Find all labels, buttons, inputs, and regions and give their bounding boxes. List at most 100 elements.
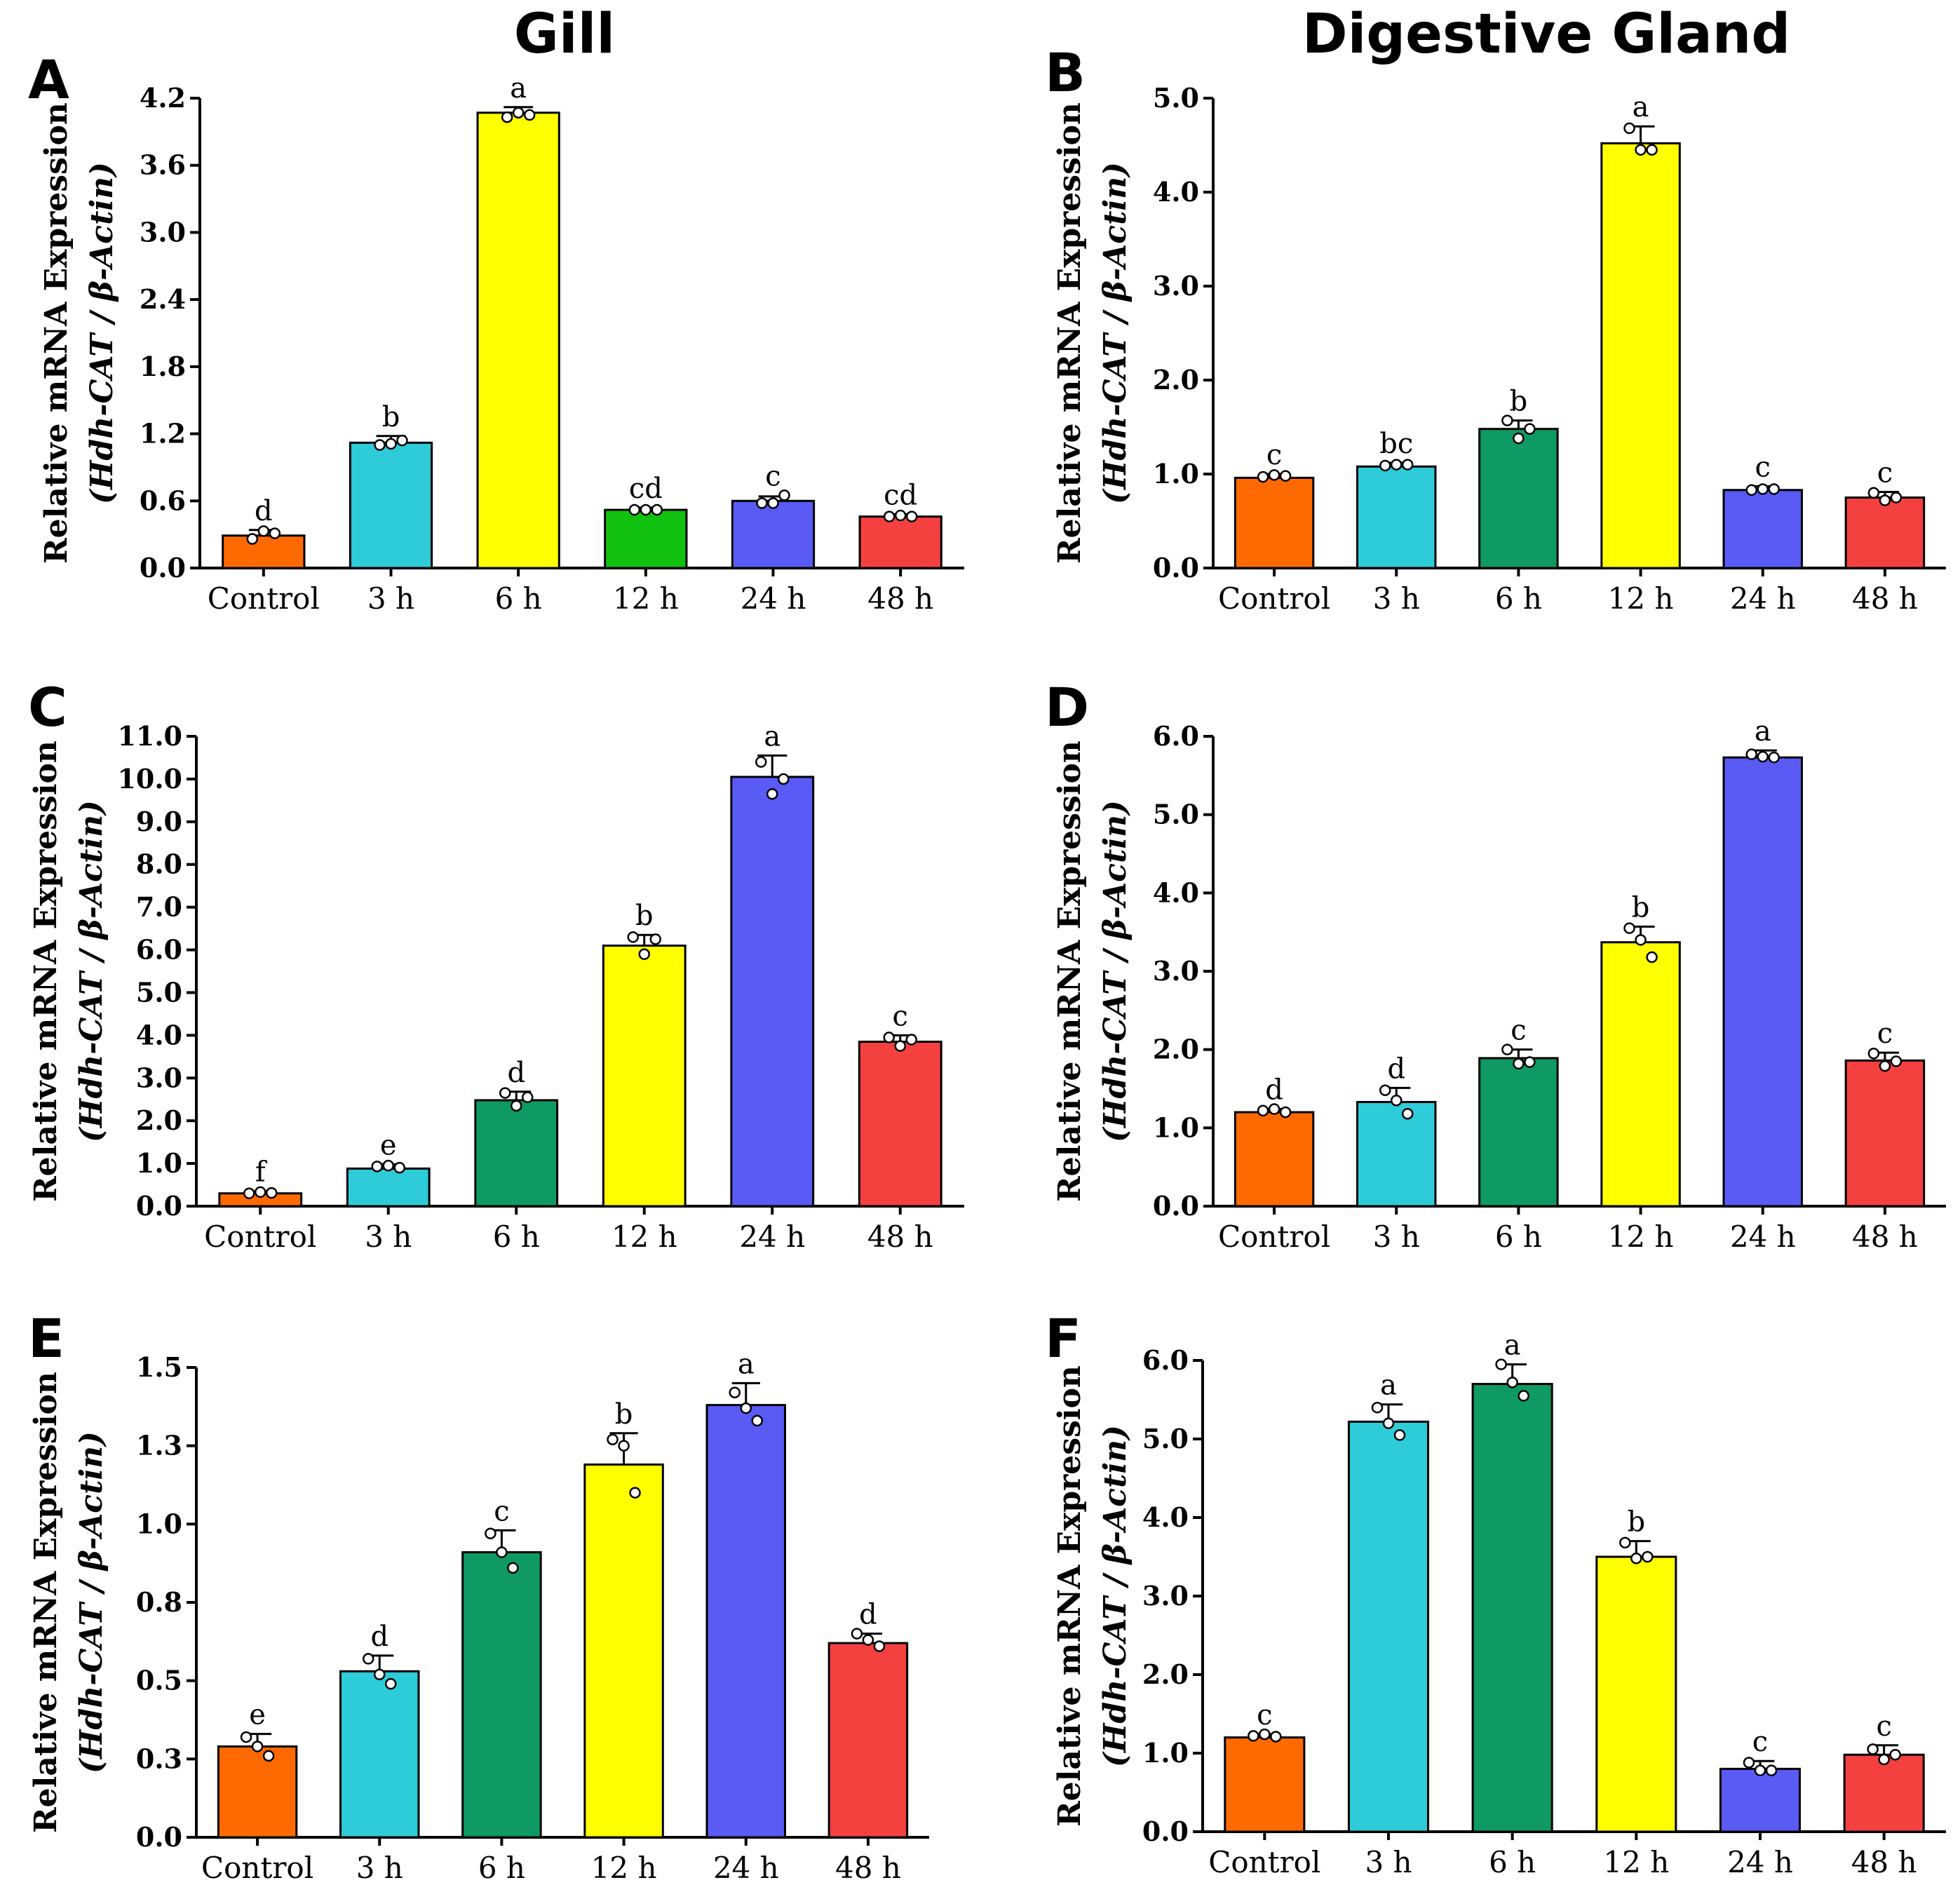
data-point [1623,122,1635,135]
y-axis-label: Relative mRNA Expression [28,1372,64,1833]
significance-letter: d [1387,1053,1405,1085]
bar-24h [1722,489,1803,569]
data-point [385,438,397,450]
bar-control [1234,1111,1315,1208]
y-tick-label: 5.0 [1153,82,1199,114]
data-point [496,1546,508,1558]
x-tick-label: 3 h [1365,1845,1412,1879]
data-point [240,1731,252,1743]
data-point [1867,1048,1880,1060]
data-point [1646,951,1658,964]
data-point [1248,1730,1259,1742]
x-tick-label: 3 h [1373,581,1420,616]
data-point [499,1087,511,1099]
y-tick-label: 1.2 [140,418,186,450]
significance-letter: b [1510,386,1528,418]
bar-24h [730,776,815,1208]
data-point [1268,469,1280,481]
data-point [640,504,652,516]
panel-letter: F [1045,1307,1081,1370]
bar-control [222,534,306,569]
bar-48h [827,1642,909,1839]
significance-letter: d [859,1599,877,1631]
data-point [1268,1103,1280,1115]
data-point [511,1100,522,1112]
significance-letter: bc [1379,428,1413,460]
x-tick-label: Control [1208,1845,1320,1879]
x-tick-label: 48 h [1852,1219,1918,1254]
x-tick-label: 24 h [713,1851,779,1885]
x-tick-label: Control [208,581,320,616]
y-tick-label: 5.0 [136,976,182,1008]
bar-control [1224,1736,1306,1833]
bar-3h [339,1670,420,1839]
y-tick-label: 3.6 [140,149,186,181]
significance-letter: b [635,900,654,932]
x-tick-label: Control [1218,1219,1330,1254]
data-point [1279,470,1292,482]
y-axis-label-line2: (Hdh-CAT / β-Actin) [1097,1425,1133,1767]
x-tick-label: 48 h [1852,581,1918,616]
data-point [862,1634,874,1646]
y-tick-label: 9.0 [136,806,182,837]
y-tick-label: 1.8 [140,351,186,382]
y-tick-label: 2.0 [1153,1034,1199,1065]
data-point [1524,423,1536,435]
y-tick-label: 0.0 [136,1190,182,1222]
data-point [1619,1536,1631,1549]
y-tick-label: 0.3 [136,1743,182,1774]
y-axis-label: Relative mRNA Expression [39,102,74,564]
data-point [382,1159,394,1172]
data-point [1745,748,1757,760]
data-point [243,1187,255,1199]
significance-letter: a [1755,715,1771,748]
data-point [1642,1550,1654,1563]
x-tick-label: 3 h [1373,1219,1420,1254]
data-point [1513,432,1525,445]
data-point [257,525,270,537]
x-tick-label: 6 h [493,1219,540,1254]
bar-6h [1478,1057,1559,1208]
data-point [767,497,779,509]
data-point [1379,1084,1391,1096]
x-tick-label: 6 h [1495,1219,1542,1254]
data-point [1743,1757,1755,1769]
significance-letter: e [380,1129,397,1161]
bar-12h [1595,1555,1677,1833]
x-tick-label: Control [201,1851,313,1885]
data-point [1635,144,1647,156]
panel-letter: C [28,676,67,738]
x-tick-label: 12 h [1608,1219,1674,1254]
significance-letter: a [764,720,780,752]
y-tick-label: 10.0 [117,763,182,795]
significance-letter: c [1877,1018,1893,1050]
bar-3h [1356,465,1437,569]
significance-letter: d [370,1621,388,1653]
data-point [1495,1358,1507,1370]
data-point [522,1091,534,1103]
data-point [1879,1060,1891,1072]
x-tick-label: 12 h [591,1851,657,1885]
data-point [507,1562,519,1574]
y-axis-label-line2: (Hdh-CAT / β-Actin) [74,1431,109,1773]
y-tick-label: 1.0 [136,1147,182,1179]
significance-letter: c [1510,1015,1526,1047]
bar-12h [583,1463,664,1839]
data-point [751,1414,763,1427]
data-point [1890,1055,1902,1067]
x-tick-label: 6 h [1489,1845,1536,1879]
x-tick-label: 12 h [611,1219,677,1254]
data-point [1506,1377,1518,1388]
data-point [1757,750,1769,763]
data-point [629,1487,641,1499]
data-point [740,1402,752,1414]
panel-letter: D [1045,676,1089,738]
y-axis-label-line2: (Hdh-CAT / β-Actin) [84,162,120,504]
y-axis-label: Relative mRNA Expression [1052,1365,1088,1827]
y-tick-label: 11.0 [117,720,182,752]
data-point [1382,1417,1395,1429]
data-point [766,788,778,800]
data-point [607,1433,619,1445]
bar-48h [1843,1753,1925,1833]
